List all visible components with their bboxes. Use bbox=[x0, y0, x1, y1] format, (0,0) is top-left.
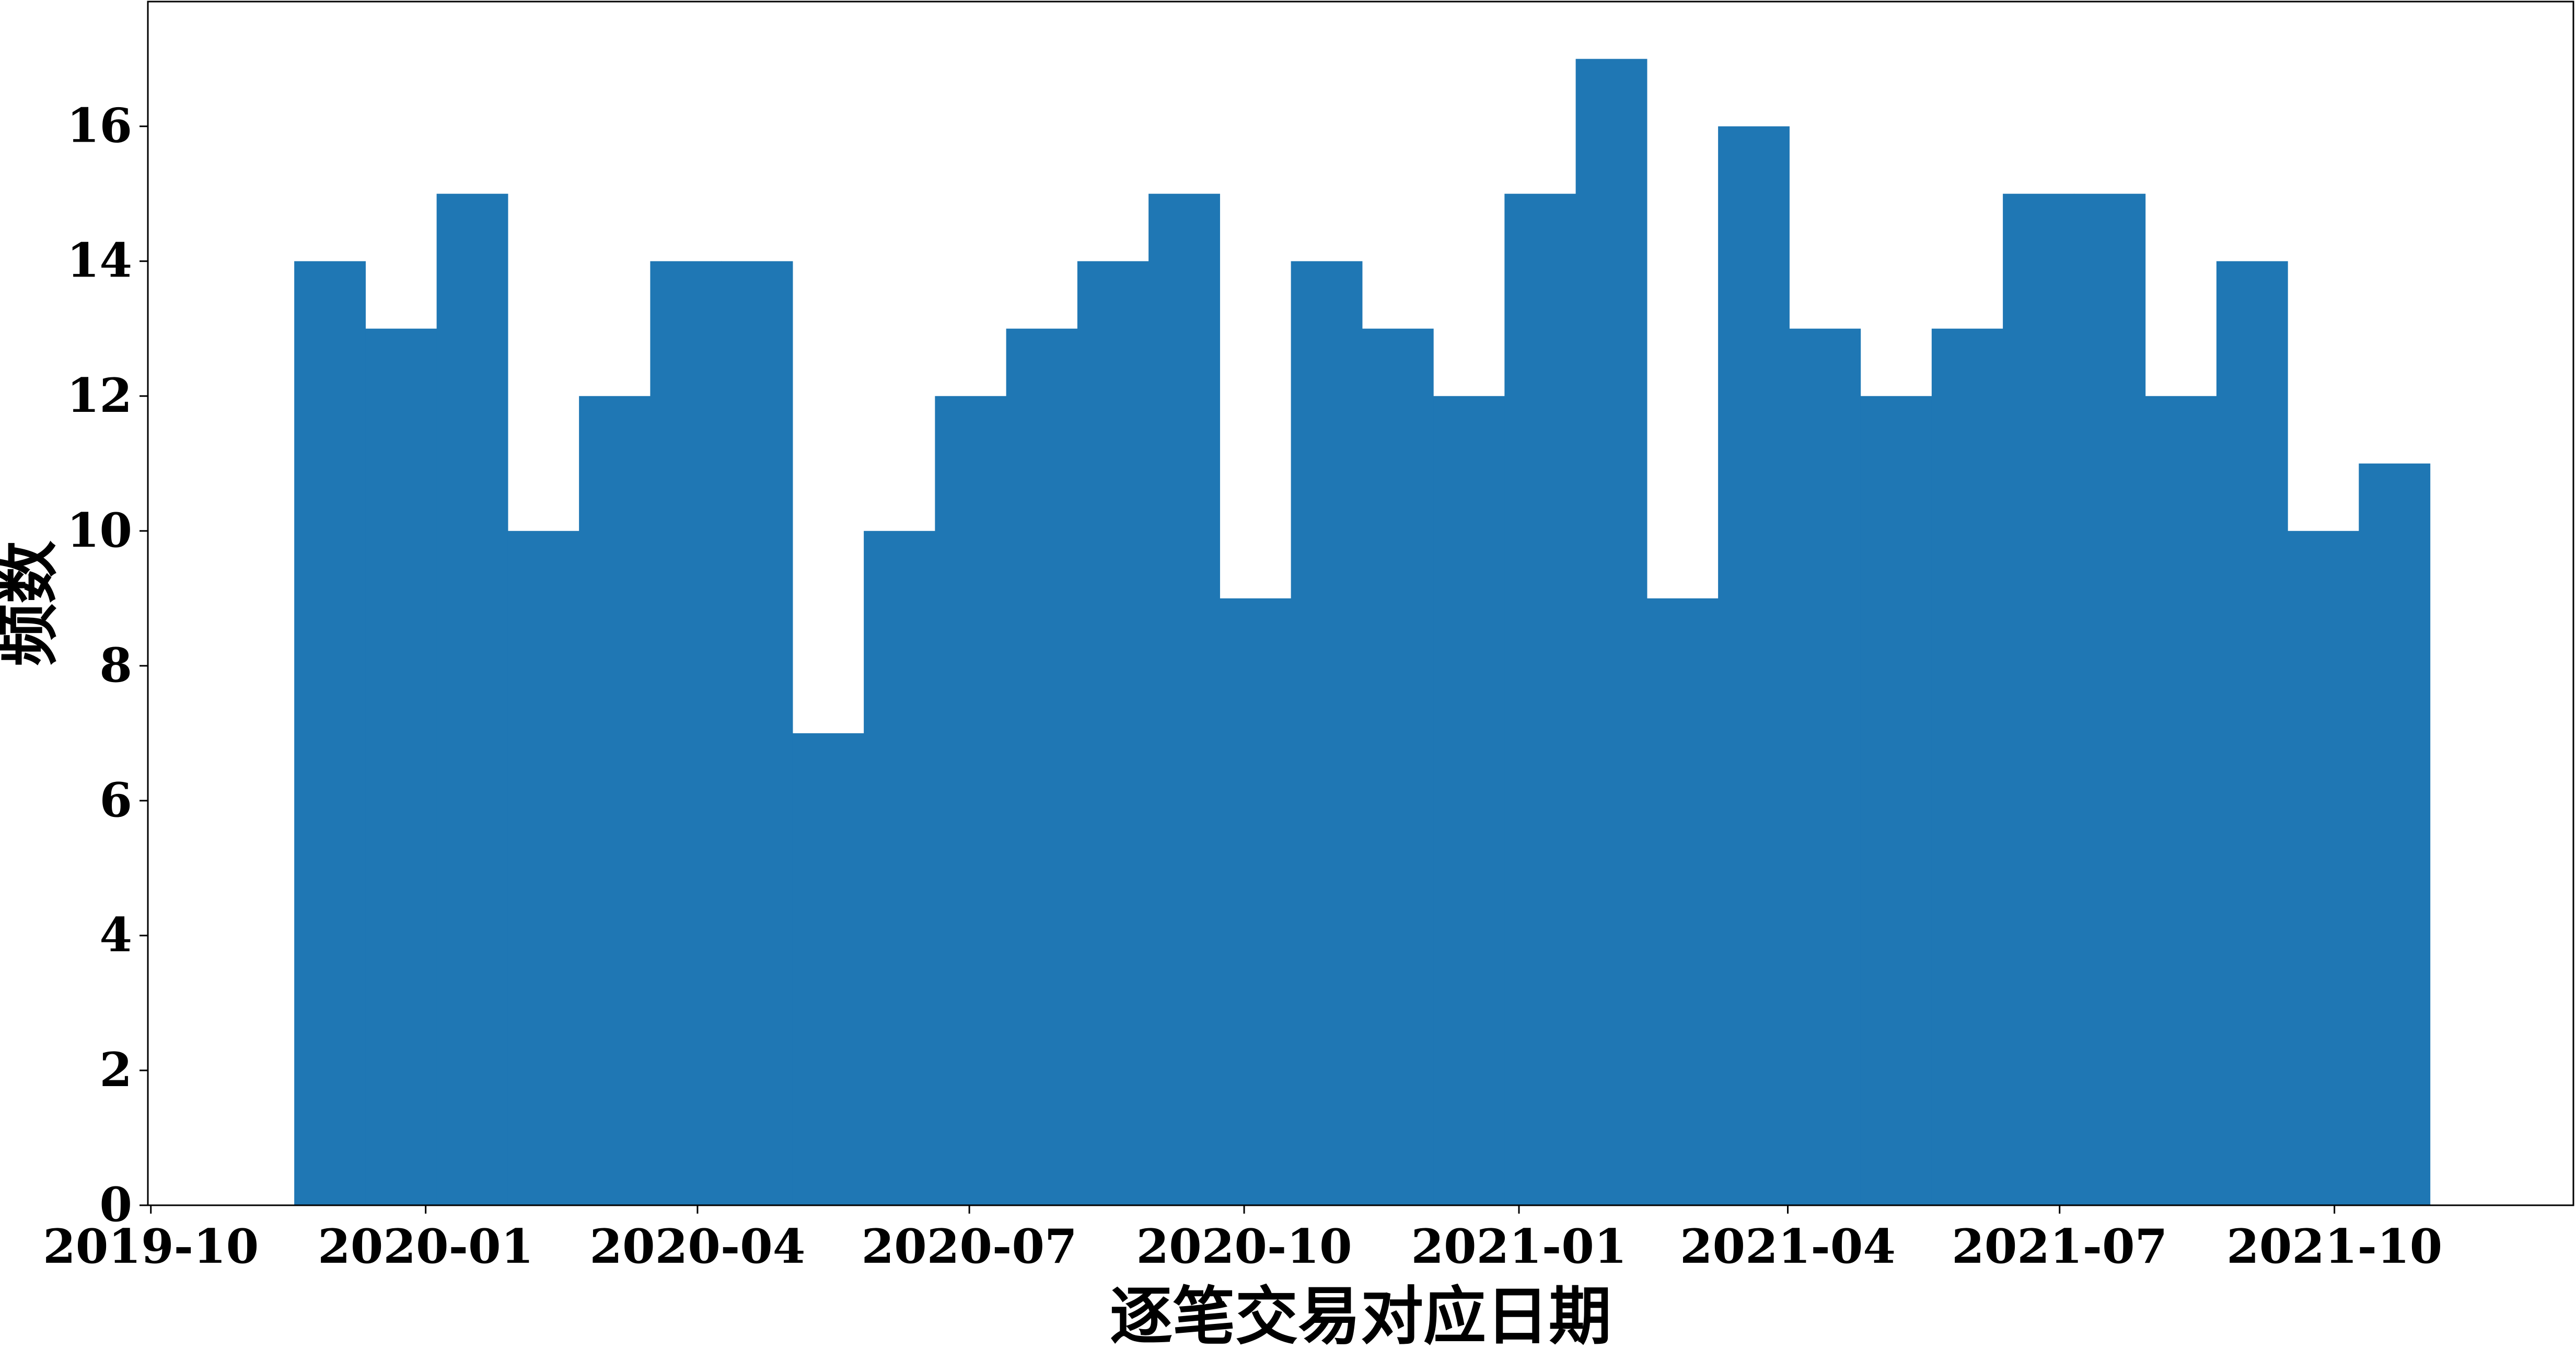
bar bbox=[507, 531, 579, 1205]
x-tick-label: 2020-07 bbox=[862, 1219, 1077, 1274]
x-axis-label: 逐笔交易对应日期 bbox=[1110, 1279, 1611, 1349]
y-axis-ticks: 0 2 4 6 8 10 12 14 16 bbox=[67, 98, 148, 1232]
bar bbox=[935, 396, 1007, 1206]
bar bbox=[2145, 396, 2217, 1206]
bar bbox=[1789, 328, 1861, 1205]
bar bbox=[1220, 598, 1292, 1205]
plot-frame bbox=[147, 1, 2574, 1206]
bar bbox=[436, 193, 508, 1206]
bar bbox=[2359, 463, 2431, 1205]
bar bbox=[1718, 126, 1790, 1205]
bar bbox=[365, 328, 437, 1205]
bar bbox=[1362, 328, 1434, 1205]
x-tick-label: 2021-10 bbox=[2226, 1219, 2442, 1274]
bar bbox=[1931, 328, 2003, 1205]
bar bbox=[1291, 261, 1363, 1206]
y-tick-label: 10 bbox=[67, 503, 132, 558]
y-tick-label: 0 bbox=[99, 1177, 132, 1232]
bar bbox=[1860, 396, 1932, 1206]
bar bbox=[864, 531, 935, 1205]
bar bbox=[2003, 193, 2074, 1206]
bar bbox=[2216, 261, 2288, 1206]
x-tick-label: 2021-01 bbox=[1411, 1219, 1627, 1274]
bar bbox=[2074, 193, 2146, 1206]
bar bbox=[1006, 328, 1078, 1205]
x-tick-label: 2019-10 bbox=[43, 1219, 259, 1274]
bars-group bbox=[294, 59, 2431, 1206]
y-tick-label: 8 bbox=[99, 638, 132, 693]
bar bbox=[721, 261, 793, 1206]
bar bbox=[294, 261, 366, 1206]
bar bbox=[1504, 193, 1576, 1206]
bar bbox=[1148, 193, 1220, 1206]
x-axis-ticks: 2019-10 2020-01 2020-04 2020-07 2020-10 2021-… bbox=[43, 1205, 2442, 1274]
bar bbox=[579, 396, 651, 1206]
x-tick-label: 2021-07 bbox=[1952, 1219, 2167, 1274]
x-tick-label: 2020-01 bbox=[318, 1219, 533, 1274]
y-tick-label: 4 bbox=[99, 907, 132, 963]
x-tick-label: 2020-10 bbox=[1136, 1219, 1352, 1274]
y-tick-label: 2 bbox=[99, 1042, 132, 1098]
y-tick-label: 16 bbox=[67, 98, 132, 154]
bar bbox=[1433, 396, 1505, 1206]
x-tick-label: 2020-04 bbox=[589, 1219, 805, 1274]
y-tick-label: 14 bbox=[67, 233, 132, 289]
bar bbox=[1646, 598, 1719, 1205]
y-axis-label: 频数 bbox=[0, 541, 65, 666]
bar bbox=[1575, 59, 1647, 1205]
bar bbox=[792, 733, 864, 1205]
x-tick-label: 2021-04 bbox=[1680, 1219, 1896, 1274]
y-tick-label: 6 bbox=[99, 772, 132, 828]
bar bbox=[650, 261, 722, 1206]
bar bbox=[2288, 531, 2359, 1205]
y-tick-label: 12 bbox=[67, 368, 132, 423]
bar bbox=[1077, 261, 1149, 1206]
